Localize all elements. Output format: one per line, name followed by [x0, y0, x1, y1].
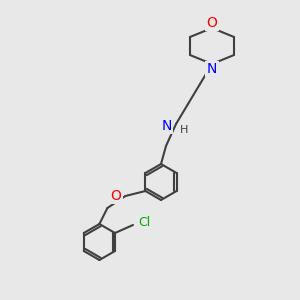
Text: H: H: [180, 125, 188, 135]
Text: N: N: [162, 119, 172, 133]
Text: O: O: [207, 16, 218, 30]
Text: O: O: [110, 189, 122, 203]
Text: N: N: [207, 62, 217, 76]
Text: Cl: Cl: [138, 217, 150, 230]
